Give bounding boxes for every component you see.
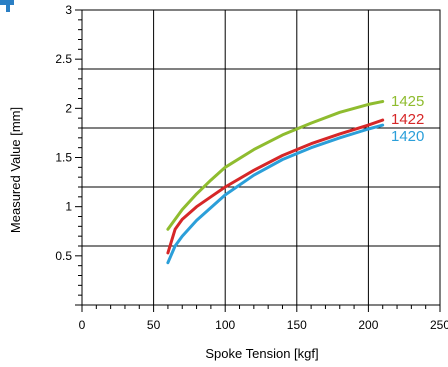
plot-frame <box>81 9 441 306</box>
y-tick-label: 0.5 <box>55 249 72 263</box>
x-tick-label: 150 <box>287 318 307 332</box>
y-tick-label: 1.5 <box>55 151 72 165</box>
corner-marker-stem <box>6 0 10 12</box>
series-line-1422 <box>166 118 385 255</box>
series-label-1425: 1425 <box>391 93 424 110</box>
y-tick-label: 2 <box>65 101 72 115</box>
x-tick-label: 50 <box>147 318 161 332</box>
y-tick-label: 2.5 <box>55 52 72 66</box>
x-tick-label: 200 <box>358 318 378 332</box>
x-axis-title: Spoke Tension [kgf] <box>205 346 318 361</box>
x-tick-label: 250 <box>430 318 448 332</box>
series-line-1420 <box>166 123 385 265</box>
y-tick-label: 3 <box>65 3 72 17</box>
y-tick-label: 1 <box>65 200 72 214</box>
grid <box>82 10 440 305</box>
y-axis-title: Measured Value [mm] <box>8 107 23 233</box>
series-labels: 1425 1422 1420 <box>391 93 424 145</box>
series-label-1420: 1420 <box>391 128 424 145</box>
y-tick-labels: 0.5 1 1.5 2 2.5 3 <box>55 3 72 263</box>
x-tick-label: 0 <box>79 318 86 332</box>
series-layer <box>166 100 385 265</box>
minor-ticks <box>75 9 441 312</box>
series-label-1422: 1422 <box>391 111 424 128</box>
x-tick-label: 100 <box>215 318 235 332</box>
series-line-1425 <box>166 100 385 231</box>
x-tick-labels: 0 50 100 150 200 250 <box>79 318 448 332</box>
